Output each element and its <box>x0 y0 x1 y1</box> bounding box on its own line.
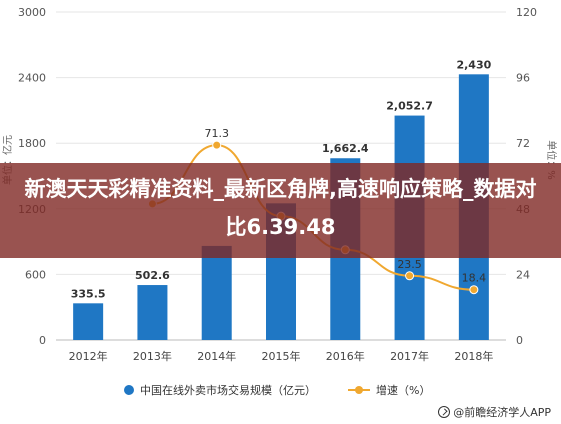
x-axis-labels: 2012年 2013年 2014年 2015年 2016年 2017年 2018年 <box>69 349 494 363</box>
line-point <box>405 271 415 281</box>
y-left-tick-label: 3000 <box>18 6 46 19</box>
line-point <box>212 140 222 150</box>
bar <box>137 285 168 340</box>
y-left-tick-label: 1800 <box>18 137 46 150</box>
overlay-banner <box>0 163 561 258</box>
bar-value-label: 2,430 <box>456 58 491 71</box>
y-right-tick-label: 96 <box>516 72 530 85</box>
bar-value-label: 1,662.4 <box>322 142 369 155</box>
y-axis-left-ticks: 06001200180024003000 <box>18 6 46 347</box>
legend-bar-swatch <box>124 385 134 395</box>
y-right-tick-label: 24 <box>516 268 530 281</box>
y-right-tick-label: 0 <box>516 334 523 347</box>
y-left-tick-label: 2400 <box>18 72 46 85</box>
x-tick-label: 2018年 <box>454 349 493 363</box>
source-credit: @前瞻经济学人APP <box>438 404 551 420</box>
y-right-tick-label: 120 <box>516 6 537 19</box>
bar <box>73 303 104 340</box>
legend: 中国在线外卖市场交易规模（亿元） 增速（%） <box>0 380 561 400</box>
line-value-label: 18.4 <box>462 272 487 285</box>
source-text: @前瞻经济学人APP <box>453 406 551 419</box>
x-tick-label: 2012年 <box>69 349 108 363</box>
line-value-label: 71.3 <box>204 127 229 140</box>
bar <box>201 245 232 340</box>
legend-line-label: 增速（%） <box>376 384 431 397</box>
y-left-tick-label: 600 <box>25 268 46 281</box>
bar-value-label: 335.5 <box>71 287 106 300</box>
bar-value-label: 502.6 <box>135 269 170 282</box>
legend-line-swatch <box>348 386 370 394</box>
legend-bar-label: 中国在线外卖市场交易规模（亿元） <box>140 384 316 397</box>
y-right-tick-label: 72 <box>516 137 530 150</box>
line-value-label: 23.5 <box>397 258 422 271</box>
bar-value-label: 2,052.7 <box>386 100 433 113</box>
legend-item-line[interactable]: 增速（%） <box>348 382 430 398</box>
legend-item-bar[interactable]: 中国在线外卖市场交易规模（亿元） <box>124 382 316 398</box>
overlay-title: 新澳天天彩精准资料_最新区角牌,高速响应策略_数据对比6.39.48 <box>24 177 537 239</box>
x-tick-label: 2014年 <box>197 349 236 363</box>
x-tick-label: 2017年 <box>390 349 429 363</box>
x-tick-label: 2015年 <box>262 349 301 363</box>
x-tick-label: 2013年 <box>133 349 172 363</box>
line-point <box>469 285 479 295</box>
source-icon <box>438 406 451 418</box>
y-left-tick-label: 0 <box>39 334 46 347</box>
x-tick-label: 2016年 <box>326 349 365 363</box>
